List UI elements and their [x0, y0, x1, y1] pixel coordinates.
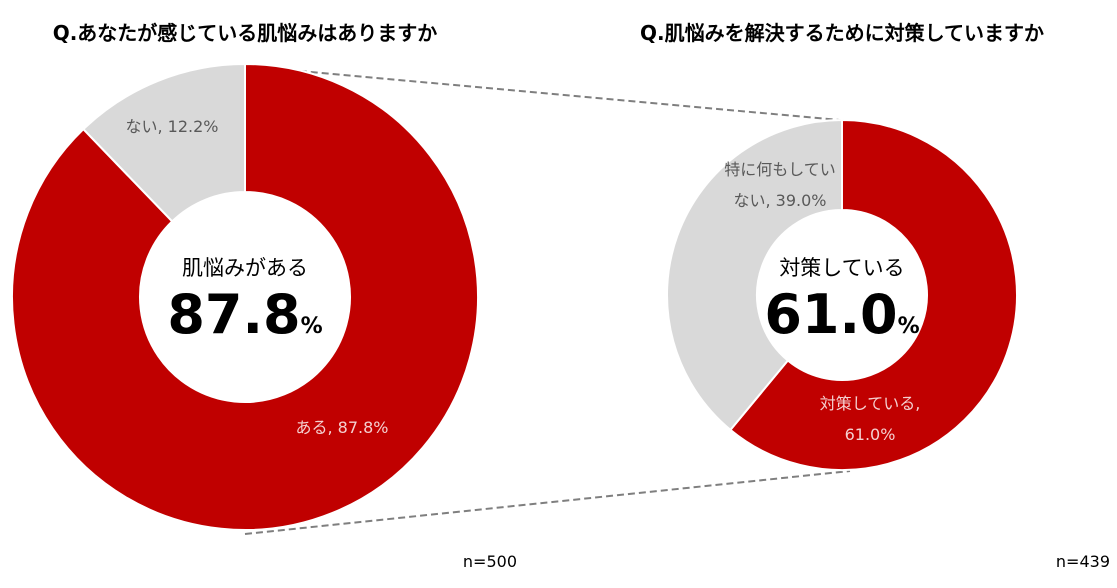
center-value-2: 61.0%: [764, 283, 919, 346]
donut-slice-2-1: [729, 118, 1018, 471]
label-none-line1: 特に何もしてい: [724, 160, 836, 179]
label-nai: ない, 12.2%: [125, 117, 218, 136]
center-caption-1: 肌悩みがある: [182, 256, 308, 280]
chart-title-2: Q.肌悩みを解決するために対策していますか: [640, 21, 1044, 45]
connector-bottom: [244, 470, 851, 535]
sample-size-1: n=500: [463, 552, 517, 571]
donut-slice-2-2: [666, 118, 843, 432]
connector-top: [244, 65, 851, 122]
center-caption-2: 対策している: [779, 256, 904, 280]
label-aru: ある, 87.8%: [295, 418, 388, 437]
donut-slice-1-2: [81, 62, 246, 223]
center-value-1: 87.8%: [167, 283, 322, 346]
label-taisaku-line1: 対策している,: [820, 394, 921, 413]
sample-size-2: n=439: [1056, 552, 1110, 571]
donut-slice-1-1: [11, 62, 479, 531]
label-none-line2: ない, 39.0%: [733, 191, 826, 210]
label-taisaku-line2: 61.0%: [845, 425, 896, 444]
chart-title-1: Q.あなたが感じている肌悩みはありますか: [53, 21, 438, 45]
